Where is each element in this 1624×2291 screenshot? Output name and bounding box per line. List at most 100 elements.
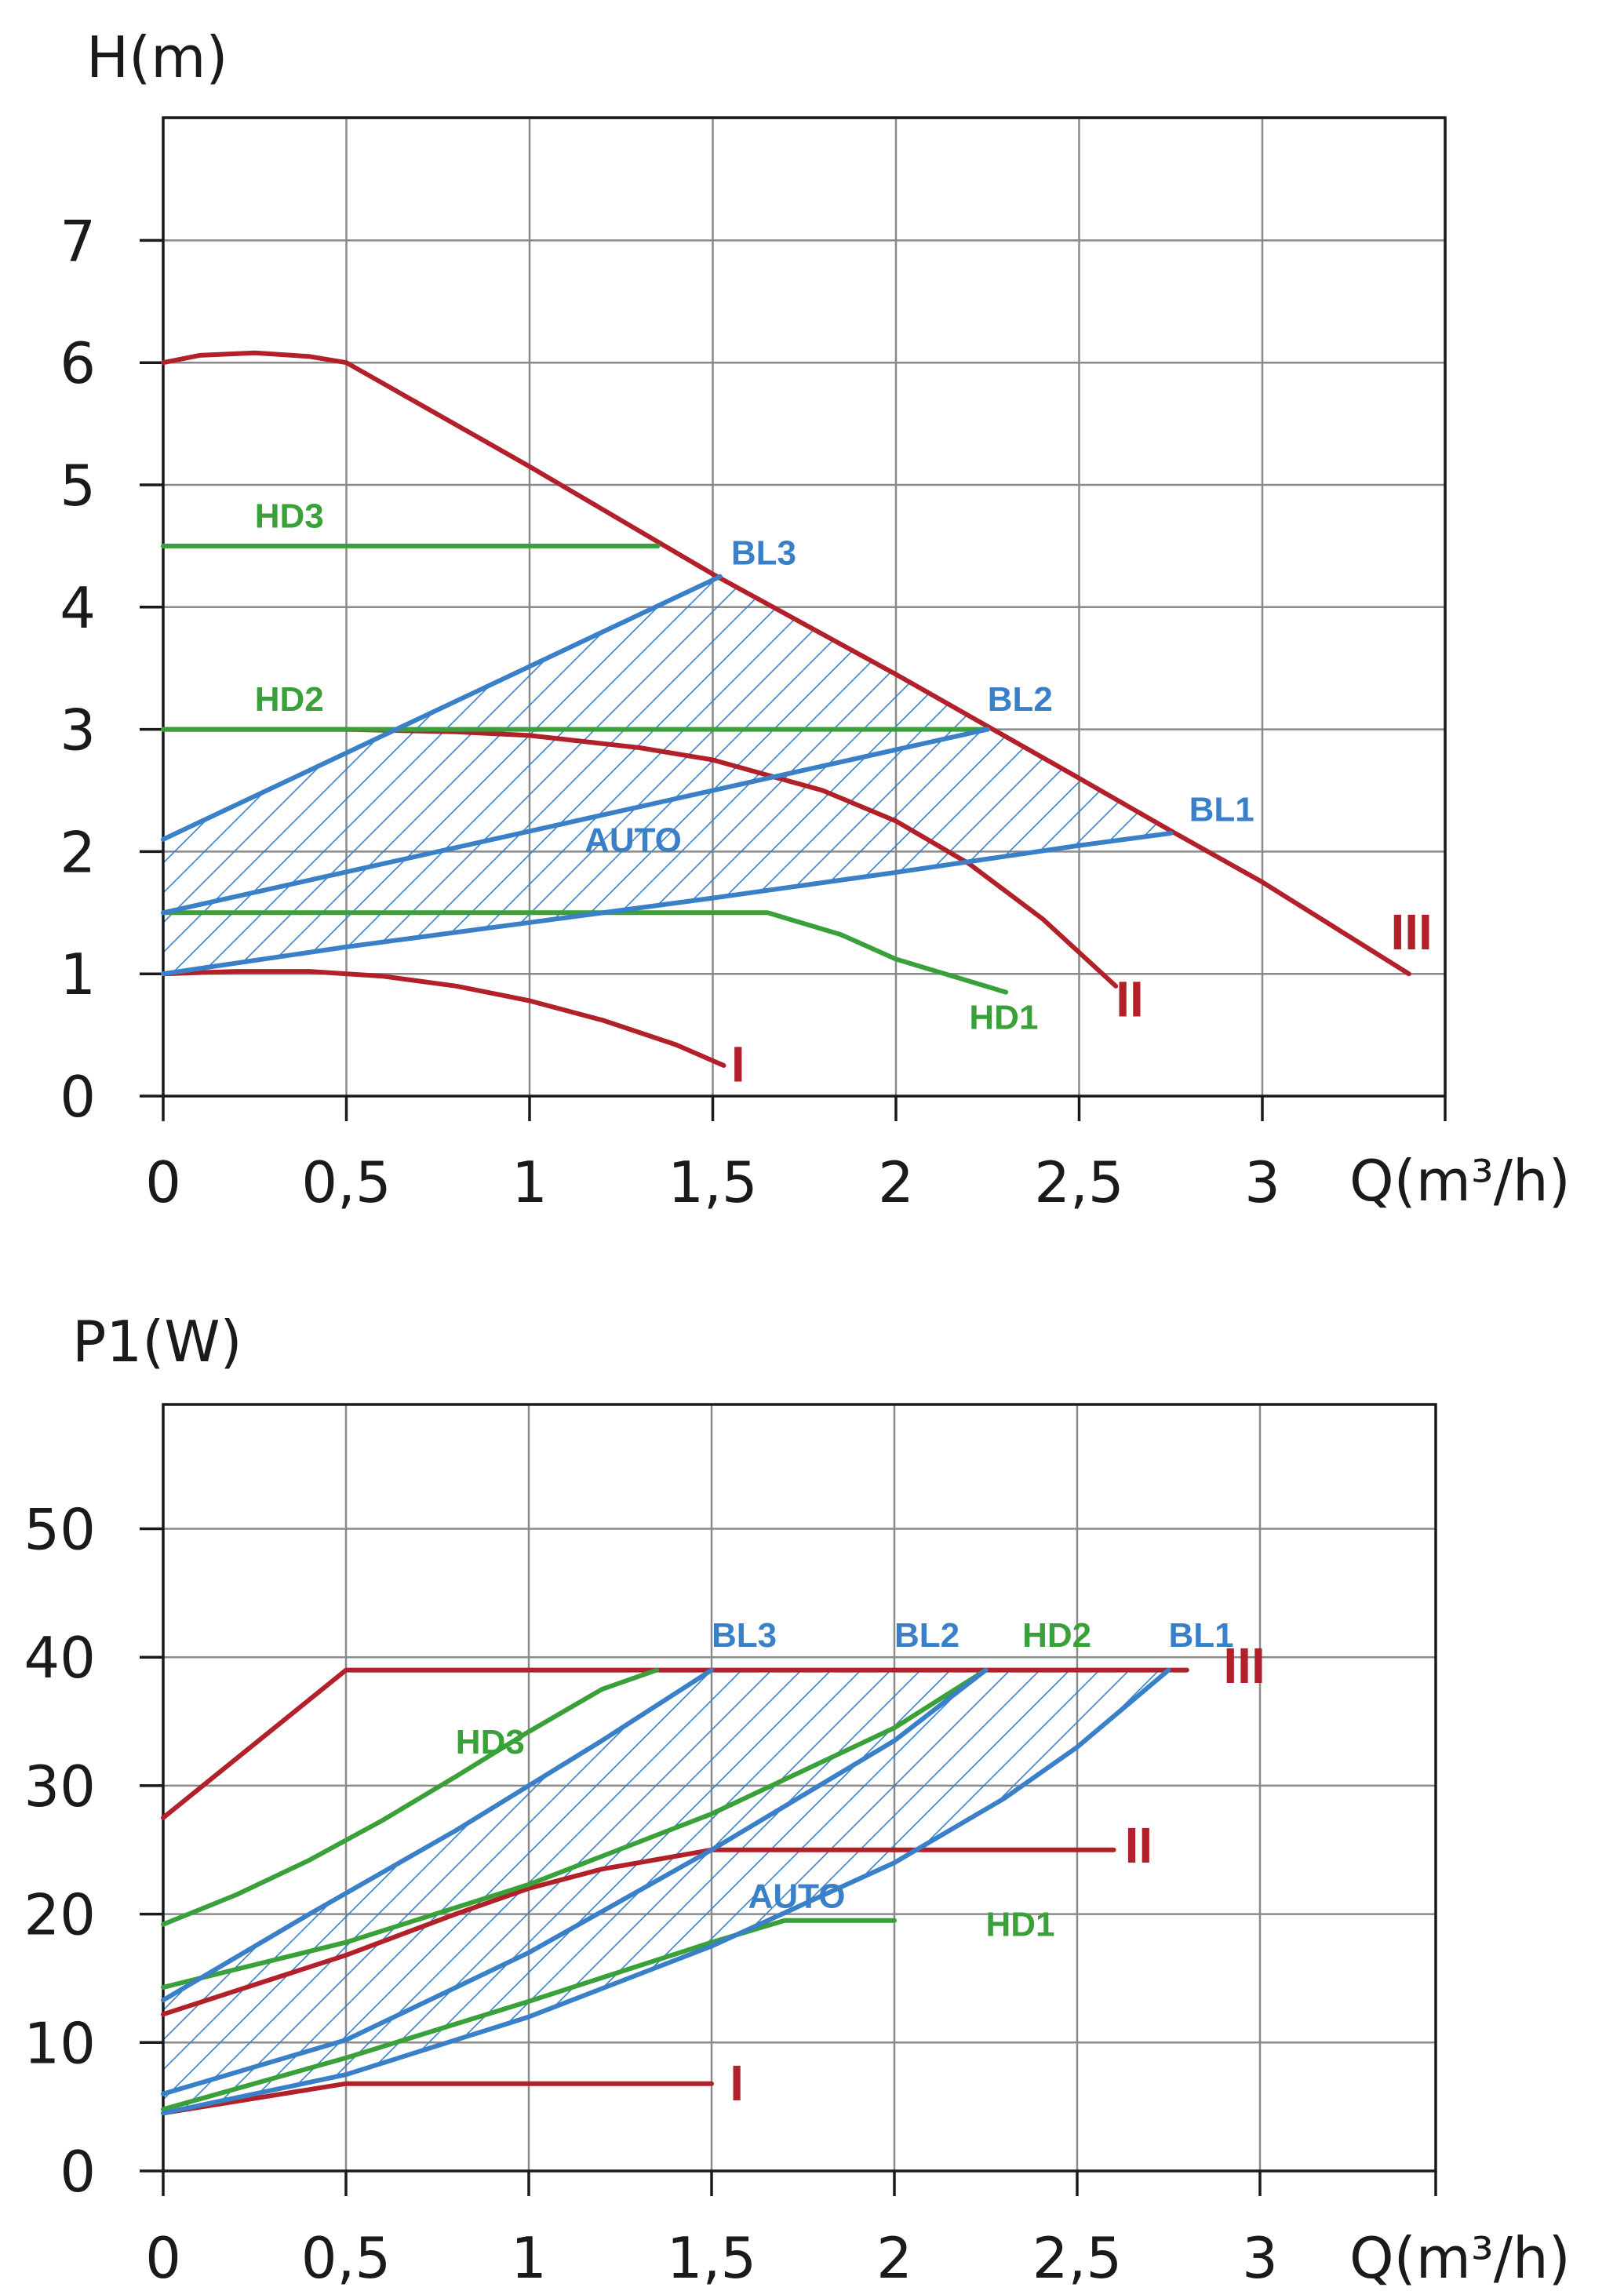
hatch-line bbox=[163, 1670, 680, 2114]
hatch-line bbox=[1582, 1404, 1624, 2171]
y-tick-label: 10 bbox=[24, 2010, 96, 2076]
power-curve-bl2 bbox=[161, 1667, 989, 2096]
head-curve-i bbox=[161, 969, 726, 1068]
hatch-line bbox=[1600, 118, 1624, 1096]
hatch-line bbox=[163, 1670, 919, 2114]
head-chart: 0 1 2 3 4 5 6 7 0 0,5 1 1,5 2 2,5 3 H(m) Q(m³/h) HD3 HD2 BL… bbox=[0, 24, 1624, 1215]
hatch-line bbox=[1480, 118, 1624, 1096]
x-tick-label: 2,5 bbox=[1034, 1149, 1124, 1215]
x-tick-label: 0 bbox=[145, 2225, 181, 2291]
hatch-line bbox=[1254, 1404, 1624, 2171]
hatch-line bbox=[1045, 1670, 1169, 2114]
x-axis-title: Q(m³/h) bbox=[1349, 2225, 1571, 2291]
hatch-line bbox=[1570, 118, 1624, 1096]
x-tick-label: 1,5 bbox=[668, 1149, 758, 1215]
head-label-bl1: BL1 bbox=[1189, 790, 1254, 829]
hatch-line bbox=[180, 1670, 949, 2114]
power-label-bl3: BL3 bbox=[712, 1616, 777, 1655]
power-label-bl2: BL2 bbox=[894, 1616, 959, 1655]
x-tick-label: 0 bbox=[145, 1149, 181, 1215]
hatch-line bbox=[1374, 1404, 1624, 2171]
y-tick-label: 0 bbox=[60, 1064, 96, 1130]
power-curve-bl3 bbox=[161, 1667, 714, 2003]
x-tick-label: 2 bbox=[878, 1149, 914, 1215]
x-tick-label: 1 bbox=[511, 2225, 547, 2291]
power-label-hd2: HD2 bbox=[1022, 1616, 1091, 1655]
head-label-iii: III bbox=[1390, 904, 1432, 960]
hatch-line bbox=[1421, 118, 1624, 1096]
x-axis-title: Q(m³/h) bbox=[1349, 1148, 1571, 1214]
head-label-i: I bbox=[731, 1036, 745, 1092]
hatch-line bbox=[1463, 1404, 1624, 2171]
power-curve-hd2 bbox=[161, 1667, 989, 1990]
hatch-line bbox=[0, 118, 14, 1096]
hatch-line bbox=[0, 1404, 24, 2171]
plot-frame bbox=[162, 1403, 1437, 2173]
power-label-hd3: HD3 bbox=[456, 1723, 525, 1761]
power-label-auto: AUTO bbox=[748, 1877, 846, 1915]
y-tick-label: 5 bbox=[60, 453, 96, 519]
hatch-line bbox=[1105, 1670, 1169, 2114]
power-label-bl1: BL1 bbox=[1169, 1616, 1234, 1655]
hatch-line bbox=[163, 1670, 650, 2114]
power-curve-iii bbox=[161, 1667, 1189, 1820]
hatch-line bbox=[1164, 1670, 1169, 2114]
hatch-line bbox=[1523, 1404, 1624, 2171]
head-curve-bl3 bbox=[161, 574, 723, 842]
power-label-iii: III bbox=[1223, 1637, 1265, 1694]
y-tick-label: 50 bbox=[24, 1497, 96, 1563]
y-tick-label: 40 bbox=[24, 1625, 96, 1691]
head-label-hd2: HD2 bbox=[255, 680, 324, 719]
y-tick-label: 20 bbox=[24, 1882, 96, 1948]
power-curve-i bbox=[161, 2081, 714, 2116]
head-curve-bl2 bbox=[161, 727, 990, 916]
power-label-ii: II bbox=[1125, 1817, 1153, 1874]
x-tick-label: 1 bbox=[512, 1149, 548, 1215]
y-axis-title: P1(W) bbox=[72, 1309, 242, 1375]
y-tick-label: 3 bbox=[60, 697, 96, 763]
hatch-line bbox=[228, 576, 1171, 974]
y-tick-label: 1 bbox=[60, 942, 96, 1007]
hatch-line bbox=[1612, 1404, 1624, 2171]
hatch-line bbox=[198, 576, 1171, 974]
hatch-line bbox=[1075, 1670, 1169, 2114]
power-curve-ii bbox=[161, 1847, 1116, 2017]
hatch-line bbox=[163, 1670, 740, 2114]
head-curve-bl1 bbox=[161, 831, 1174, 977]
hatch-line bbox=[1451, 118, 1624, 1096]
y-tick-label: 4 bbox=[60, 575, 96, 641]
power-curve-bl1 bbox=[161, 1667, 1171, 2116]
hatch-line bbox=[1493, 1404, 1624, 2171]
hatch-line bbox=[1015, 1670, 1169, 2114]
hatch-line bbox=[300, 1670, 1068, 2114]
head-curve-iii bbox=[161, 350, 1411, 977]
hatch-line bbox=[0, 118, 44, 1096]
hatch-line bbox=[1510, 118, 1624, 1096]
y-tick-label: 30 bbox=[24, 1754, 96, 1819]
x-tick-label: 3 bbox=[1242, 2225, 1278, 2291]
hatch-line bbox=[866, 1670, 1169, 2114]
power-label-i: I bbox=[730, 2055, 744, 2111]
y-tick-label: 7 bbox=[60, 208, 96, 274]
hatch-line bbox=[240, 1670, 1008, 2114]
hatch-line bbox=[1553, 1404, 1624, 2171]
hatch-line bbox=[1314, 1404, 1624, 2171]
y-tick-label: 6 bbox=[60, 330, 96, 396]
power-curve-hd1 bbox=[161, 1918, 897, 2112]
hatch-line bbox=[257, 576, 1171, 974]
hatch-line bbox=[956, 1670, 1169, 2114]
y-tick-label: 0 bbox=[60, 2139, 96, 2205]
hatch-line bbox=[926, 1670, 1169, 2114]
hatch-line bbox=[1134, 1670, 1169, 2114]
hatch-line bbox=[1433, 1404, 1624, 2171]
hatch-line bbox=[389, 1670, 1157, 2114]
hatch-line bbox=[1284, 1404, 1624, 2171]
power-chart: 0 10 20 30 40 50 0 0,5 1 1,5 2 2,5 3 P1(W) Q(m³/h) BL3 B… bbox=[0, 1309, 1624, 2291]
head-label-ii: II bbox=[1116, 971, 1144, 1028]
hatch-line bbox=[1540, 118, 1624, 1096]
x-tick-label: 1,5 bbox=[667, 2225, 757, 2291]
power-label-hd1: HD1 bbox=[986, 1905, 1055, 1943]
hatch-line bbox=[985, 1670, 1169, 2114]
head-label-hd3: HD3 bbox=[255, 497, 324, 536]
